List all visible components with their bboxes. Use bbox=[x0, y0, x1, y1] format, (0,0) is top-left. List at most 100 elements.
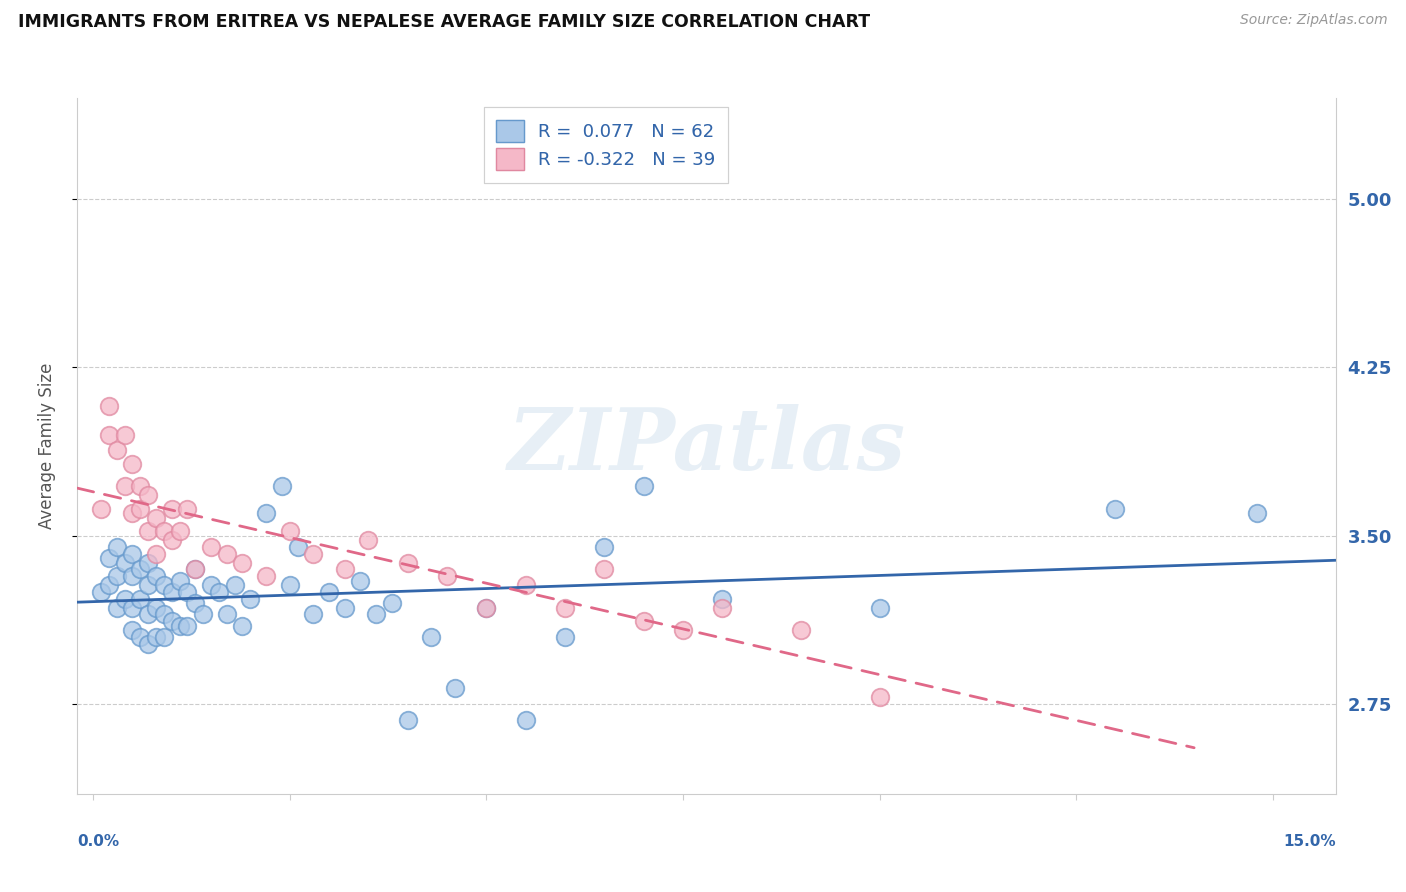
Point bbox=[475, 600, 498, 615]
Point bbox=[366, 607, 388, 622]
Point bbox=[160, 501, 183, 516]
Point bbox=[1246, 506, 1268, 520]
Text: ZIPatlas: ZIPatlas bbox=[508, 404, 905, 488]
Point bbox=[90, 585, 112, 599]
Point bbox=[121, 623, 143, 637]
Point bbox=[515, 713, 537, 727]
Point bbox=[349, 574, 371, 588]
Point bbox=[153, 578, 176, 592]
Y-axis label: Average Family Size: Average Family Size bbox=[38, 363, 56, 529]
Point bbox=[145, 547, 167, 561]
Point bbox=[97, 427, 120, 442]
Point bbox=[160, 614, 183, 628]
Point bbox=[121, 506, 143, 520]
Point bbox=[121, 547, 143, 561]
Point bbox=[224, 578, 246, 592]
Point bbox=[711, 591, 734, 606]
Point bbox=[396, 556, 419, 570]
Point bbox=[129, 630, 152, 644]
Point bbox=[114, 479, 136, 493]
Point bbox=[169, 524, 191, 539]
Point bbox=[105, 540, 128, 554]
Point bbox=[231, 556, 253, 570]
Point bbox=[287, 540, 309, 554]
Point bbox=[97, 399, 120, 413]
Point bbox=[129, 501, 152, 516]
Point bbox=[318, 585, 340, 599]
Point bbox=[153, 630, 176, 644]
Point bbox=[136, 636, 159, 650]
Point bbox=[145, 569, 167, 583]
Point bbox=[278, 578, 301, 592]
Text: IMMIGRANTS FROM ERITREA VS NEPALESE AVERAGE FAMILY SIZE CORRELATION CHART: IMMIGRANTS FROM ERITREA VS NEPALESE AVER… bbox=[18, 13, 870, 31]
Point bbox=[869, 600, 891, 615]
Point bbox=[129, 591, 152, 606]
Point bbox=[121, 457, 143, 471]
Point bbox=[278, 524, 301, 539]
Point bbox=[200, 578, 222, 592]
Point bbox=[239, 591, 262, 606]
Point bbox=[593, 562, 616, 576]
Point bbox=[169, 618, 191, 632]
Point bbox=[396, 713, 419, 727]
Point bbox=[160, 533, 183, 548]
Point bbox=[302, 547, 325, 561]
Point bbox=[200, 540, 222, 554]
Point bbox=[105, 600, 128, 615]
Point bbox=[105, 443, 128, 458]
Point bbox=[129, 562, 152, 576]
Point bbox=[633, 479, 655, 493]
Legend: R =  0.077   N = 62, R = -0.322   N = 39: R = 0.077 N = 62, R = -0.322 N = 39 bbox=[484, 107, 728, 183]
Point bbox=[633, 614, 655, 628]
Point bbox=[160, 585, 183, 599]
Point bbox=[136, 556, 159, 570]
Point bbox=[215, 607, 238, 622]
Point bbox=[270, 479, 292, 493]
Point bbox=[114, 591, 136, 606]
Point bbox=[90, 501, 112, 516]
Point bbox=[215, 547, 238, 561]
Point bbox=[1104, 501, 1126, 516]
Text: 15.0%: 15.0% bbox=[1284, 834, 1336, 849]
Point bbox=[176, 501, 198, 516]
Point bbox=[381, 596, 404, 610]
Point bbox=[153, 524, 176, 539]
Point bbox=[254, 506, 277, 520]
Point bbox=[302, 607, 325, 622]
Point bbox=[191, 607, 215, 622]
Point bbox=[711, 600, 734, 615]
Point bbox=[105, 569, 128, 583]
Point bbox=[869, 690, 891, 705]
Point bbox=[145, 600, 167, 615]
Point bbox=[153, 607, 176, 622]
Point bbox=[554, 630, 576, 644]
Point bbox=[672, 623, 695, 637]
Point bbox=[121, 569, 143, 583]
Point bbox=[145, 511, 167, 525]
Point bbox=[129, 479, 152, 493]
Text: 0.0%: 0.0% bbox=[77, 834, 120, 849]
Point bbox=[475, 600, 498, 615]
Point bbox=[176, 618, 198, 632]
Point bbox=[114, 556, 136, 570]
Point bbox=[145, 630, 167, 644]
Point bbox=[176, 585, 198, 599]
Point bbox=[136, 607, 159, 622]
Point bbox=[208, 585, 231, 599]
Point bbox=[136, 488, 159, 502]
Point bbox=[790, 623, 813, 637]
Point bbox=[121, 600, 143, 615]
Point bbox=[169, 574, 191, 588]
Point bbox=[136, 578, 159, 592]
Point bbox=[136, 524, 159, 539]
Point bbox=[97, 578, 120, 592]
Point bbox=[554, 600, 576, 615]
Point bbox=[333, 600, 356, 615]
Point bbox=[420, 630, 443, 644]
Point bbox=[436, 569, 458, 583]
Point bbox=[114, 427, 136, 442]
Point bbox=[231, 618, 253, 632]
Point bbox=[593, 540, 616, 554]
Point bbox=[184, 562, 207, 576]
Point bbox=[254, 569, 277, 583]
